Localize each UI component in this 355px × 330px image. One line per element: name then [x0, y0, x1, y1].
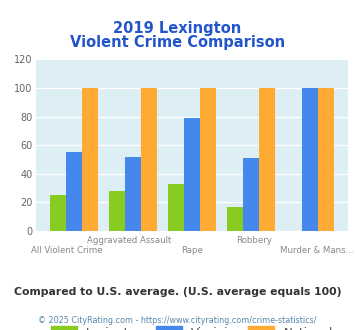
Bar	[184, 118, 200, 231]
Bar	[318, 88, 334, 231]
Bar	[109, 191, 125, 231]
Bar	[259, 88, 275, 231]
Text: All Violent Crime: All Violent Crime	[31, 246, 103, 255]
Bar	[82, 88, 98, 231]
Bar	[50, 195, 66, 231]
Bar	[125, 157, 141, 231]
Text: © 2025 CityRating.com - https://www.cityrating.com/crime-statistics/: © 2025 CityRating.com - https://www.city…	[38, 316, 317, 325]
Text: Violent Crime Comparison: Violent Crime Comparison	[70, 35, 285, 50]
Bar	[141, 88, 157, 231]
Bar	[66, 152, 82, 231]
Bar	[168, 184, 184, 231]
Legend: Lexington, Virginia, National: Lexington, Virginia, National	[51, 326, 333, 330]
Text: Robbery: Robbery	[236, 236, 272, 245]
Text: Rape: Rape	[181, 246, 203, 255]
Text: Compared to U.S. average. (U.S. average equals 100): Compared to U.S. average. (U.S. average …	[14, 287, 341, 297]
Text: 2019 Lexington: 2019 Lexington	[113, 21, 242, 36]
Text: Aggravated Assault: Aggravated Assault	[87, 236, 171, 245]
Bar	[243, 158, 259, 231]
Bar	[200, 88, 215, 231]
Text: Murder & Mans...: Murder & Mans...	[280, 246, 354, 255]
Bar	[227, 207, 243, 231]
Bar	[302, 88, 318, 231]
